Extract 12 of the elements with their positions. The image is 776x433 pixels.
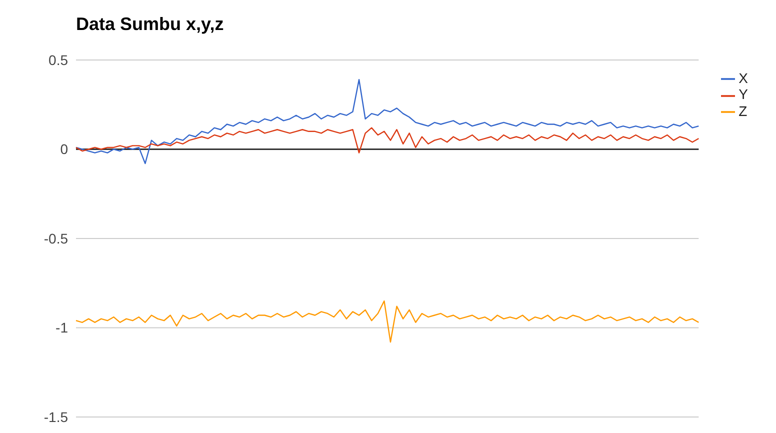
line-series xyxy=(75,79,700,164)
y-tick-label: 0.5 xyxy=(48,52,68,68)
y-tick-label: -1 xyxy=(56,320,68,336)
y-tick-label: 0 xyxy=(60,141,68,158)
line-series xyxy=(75,300,700,343)
y-tick-label: -0.5 xyxy=(44,230,68,246)
legend-label: Z xyxy=(738,102,748,119)
line-series xyxy=(75,127,700,154)
y-tick-label: -1.5 xyxy=(44,408,68,425)
legend-label: X xyxy=(738,70,748,86)
chart-title: Data Sumbu x,y,z xyxy=(76,14,224,35)
legend-label: Y xyxy=(738,86,748,102)
